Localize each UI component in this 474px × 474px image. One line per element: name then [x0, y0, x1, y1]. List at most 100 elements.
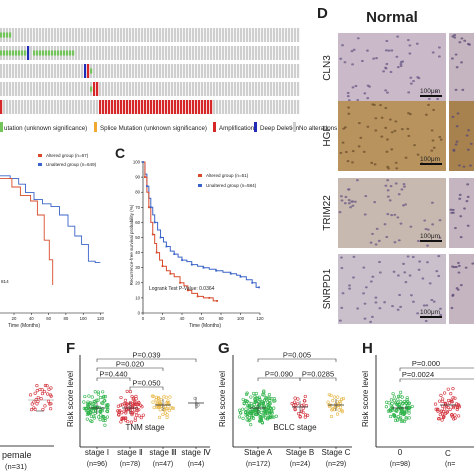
- panel_f-dot: [105, 410, 110, 414]
- panel_h-dot: [392, 395, 396, 399]
- panel_h-dot: [386, 409, 391, 413]
- panel_f-dot: [85, 401, 90, 406]
- oncoprint-cell: [288, 64, 291, 78]
- oncoprint-cell: [153, 82, 156, 96]
- c-censor-mark: [165, 245, 168, 248]
- panel_g-dot: [263, 410, 267, 414]
- cell-nucleus: [461, 88, 465, 91]
- oncoprint-cell: [6, 82, 9, 96]
- cell-nucleus: [375, 227, 379, 230]
- cell-nucleus: [434, 90, 438, 93]
- oncoprint-cell: [207, 28, 210, 42]
- e-dot: [49, 386, 53, 390]
- oncoprint-cell: [177, 28, 180, 42]
- panel_f-group: stage Ⅰ (n=96): [82, 390, 110, 468]
- cell-nucleus: [371, 275, 375, 278]
- cell-nucleus: [384, 106, 388, 110]
- panel_h-dot: [398, 411, 403, 416]
- cell-nucleus: [340, 266, 344, 270]
- panel_f-significance-bracket: P=0.039: [96, 351, 197, 362]
- cell-nucleus: [431, 139, 435, 142]
- oncoprint-cell: [294, 100, 297, 114]
- e-label: pemale: [2, 450, 32, 460]
- oncoprint-cell: [96, 46, 99, 60]
- c-y-tick-label: 60: [135, 220, 140, 225]
- cell-nucleus: [346, 95, 350, 98]
- cell-nucleus: [456, 112, 460, 115]
- e-dot: [45, 384, 49, 388]
- oncoprint-cell: [69, 28, 72, 42]
- panel_h-group: [384, 390, 414, 424]
- panel_f-dot: [137, 400, 141, 404]
- ihc-image: [338, 178, 446, 248]
- oncoprint-cell: [213, 82, 216, 96]
- panel_g-dot: [303, 399, 307, 403]
- oncoprint-cell: [258, 46, 261, 60]
- panel_h-dot: [384, 405, 388, 409]
- e-dot: [30, 402, 34, 406]
- cell-nucleus: [424, 227, 428, 231]
- panel_f-dot: [86, 400, 90, 404]
- oncoprint-cell: [135, 100, 138, 114]
- panel_g-dot: [293, 400, 297, 404]
- panel_h-dot: [449, 398, 453, 402]
- panel_f-dot: [117, 413, 121, 417]
- cell-nucleus: [363, 302, 367, 305]
- oncoprint-cell: [195, 100, 198, 114]
- b-legend-altered: Altered group (n=67): [46, 153, 89, 158]
- oncoprint-cell: [0, 82, 3, 96]
- cell-nucleus: [363, 213, 367, 216]
- cell-nucleus: [369, 280, 373, 283]
- oncoprint-cell: [48, 100, 51, 114]
- c-censor-mark: [142, 161, 144, 163]
- oncoprint-cell: [177, 64, 180, 78]
- panel_h-dot: [391, 392, 395, 396]
- oncoprint-cell: [6, 64, 9, 78]
- panel_f-dot: [163, 411, 168, 415]
- oncoprint-cell: [111, 46, 114, 60]
- cell-nucleus: [469, 164, 472, 167]
- cell-nucleus: [384, 49, 388, 52]
- panel_h-dot: [450, 413, 454, 417]
- cell-nucleus: [340, 256, 343, 259]
- e-dot: [28, 393, 33, 397]
- panel-c-letter: C: [115, 145, 125, 161]
- ihc-row-hgf: HGF 100μm: [322, 101, 474, 171]
- panel_h-dot: [434, 407, 438, 411]
- ihc-row-snrpd1: SNRPD1 100μm: [322, 254, 474, 324]
- oncoprint-cell: [177, 100, 180, 114]
- panel_f-dot: [161, 412, 165, 417]
- panel_f-dot: [134, 394, 138, 399]
- panel_g-dot: [262, 404, 266, 408]
- panel_f-dot: [165, 406, 169, 410]
- cell-nucleus: [340, 199, 344, 202]
- panel_f-pvalue: P=0.050: [132, 379, 160, 388]
- oncoprint-cell: [12, 64, 15, 78]
- oncoprint-cell: [291, 28, 294, 42]
- c-censor-mark: [239, 275, 242, 278]
- panel_g-dot: [293, 396, 297, 400]
- cell-nucleus: [396, 35, 400, 38]
- oncoprint-cell: [165, 28, 168, 42]
- oncoprint-cell: [144, 82, 147, 96]
- panel_h-dot: [388, 407, 393, 411]
- ihc-image-partial: [449, 254, 474, 324]
- oncoprint-cell: [291, 82, 294, 96]
- oncoprint-cell: [54, 100, 57, 114]
- oncoprint-cell: [30, 28, 33, 42]
- oncoprint-cell: [18, 82, 21, 96]
- cell-nucleus: [346, 91, 350, 95]
- oncoprint-cell: [3, 50, 6, 56]
- cell-nucleus: [338, 319, 342, 322]
- panel_h-dot: [405, 396, 409, 400]
- panel_f-dot: [101, 390, 105, 394]
- cell-nucleus: [341, 292, 345, 295]
- panel_g-significance-bracket: P=0.090: [257, 370, 301, 381]
- panel_h-dot: [453, 416, 457, 420]
- cell-nucleus: [410, 294, 413, 297]
- panel_h-dot: [404, 417, 408, 421]
- oncoprint-cell: [297, 100, 300, 114]
- panel_g-dot: [254, 399, 258, 404]
- oncoprint-cell: [297, 64, 300, 78]
- oncoprint-cell: [207, 82, 210, 96]
